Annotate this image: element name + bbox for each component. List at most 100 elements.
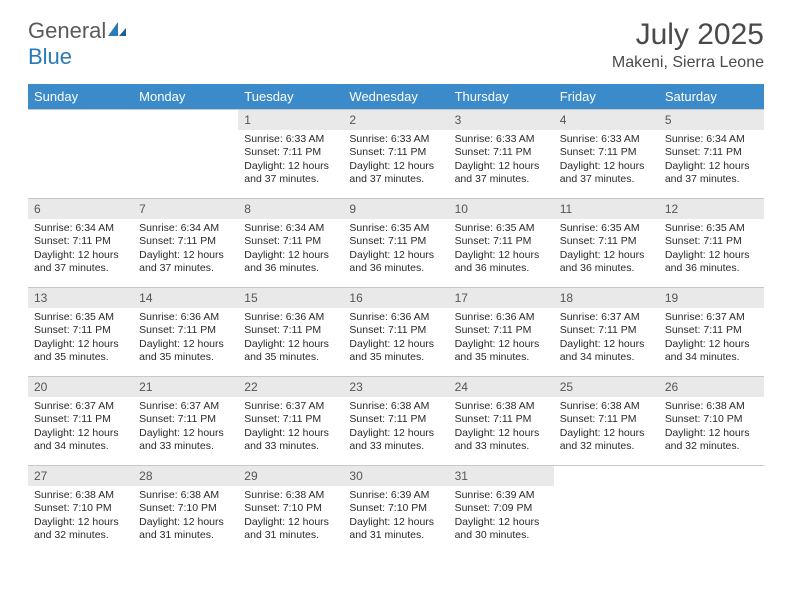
day-number: 15 — [238, 288, 343, 308]
day-number: 20 — [28, 377, 133, 397]
day-details: Sunrise: 6:39 AMSunset: 7:10 PMDaylight:… — [343, 486, 448, 547]
calendar-week: 6Sunrise: 6:34 AMSunset: 7:11 PMDaylight… — [28, 199, 764, 288]
calendar-day: 16Sunrise: 6:36 AMSunset: 7:11 PMDayligh… — [343, 288, 448, 377]
calendar-day: 19Sunrise: 6:37 AMSunset: 7:11 PMDayligh… — [659, 288, 764, 377]
day-number: 16 — [343, 288, 448, 308]
day-details: Sunrise: 6:38 AMSunset: 7:10 PMDaylight:… — [238, 486, 343, 547]
calendar-week: 13Sunrise: 6:35 AMSunset: 7:11 PMDayligh… — [28, 288, 764, 377]
calendar-day: 18Sunrise: 6:37 AMSunset: 7:11 PMDayligh… — [554, 288, 659, 377]
calendar-day: .. — [554, 466, 659, 555]
calendar-day: 11Sunrise: 6:35 AMSunset: 7:11 PMDayligh… — [554, 199, 659, 288]
calendar-day: .. — [28, 110, 133, 199]
calendar-day: 23Sunrise: 6:38 AMSunset: 7:11 PMDayligh… — [343, 377, 448, 466]
calendar-day: 4Sunrise: 6:33 AMSunset: 7:11 PMDaylight… — [554, 110, 659, 199]
calendar-day: 21Sunrise: 6:37 AMSunset: 7:11 PMDayligh… — [133, 377, 238, 466]
calendar-day: 12Sunrise: 6:35 AMSunset: 7:11 PMDayligh… — [659, 199, 764, 288]
day-number: 3 — [449, 110, 554, 130]
calendar-day: 17Sunrise: 6:36 AMSunset: 7:11 PMDayligh… — [449, 288, 554, 377]
logo-text-part2: Blue — [28, 44, 72, 69]
day-number: 9 — [343, 199, 448, 219]
calendar-week: 20Sunrise: 6:37 AMSunset: 7:11 PMDayligh… — [28, 377, 764, 466]
day-details: Sunrise: 6:38 AMSunset: 7:10 PMDaylight:… — [659, 397, 764, 458]
day-details: Sunrise: 6:34 AMSunset: 7:11 PMDaylight:… — [238, 219, 343, 280]
calendar-day: 31Sunrise: 6:39 AMSunset: 7:09 PMDayligh… — [449, 466, 554, 555]
day-details: Sunrise: 6:33 AMSunset: 7:11 PMDaylight:… — [554, 130, 659, 191]
calendar-day: 7Sunrise: 6:34 AMSunset: 7:11 PMDaylight… — [133, 199, 238, 288]
day-number: 19 — [659, 288, 764, 308]
day-details: Sunrise: 6:39 AMSunset: 7:09 PMDaylight:… — [449, 486, 554, 547]
day-number: 29 — [238, 466, 343, 486]
calendar-day: 8Sunrise: 6:34 AMSunset: 7:11 PMDaylight… — [238, 199, 343, 288]
logo: General Blue — [28, 18, 128, 70]
calendar-week: 27Sunrise: 6:38 AMSunset: 7:10 PMDayligh… — [28, 466, 764, 555]
calendar-day: 2Sunrise: 6:33 AMSunset: 7:11 PMDaylight… — [343, 110, 448, 199]
day-details: Sunrise: 6:38 AMSunset: 7:11 PMDaylight:… — [449, 397, 554, 458]
day-number: 27 — [28, 466, 133, 486]
day-number: 6 — [28, 199, 133, 219]
calendar-head: SundayMondayTuesdayWednesdayThursdayFrid… — [28, 84, 764, 110]
calendar-day: 6Sunrise: 6:34 AMSunset: 7:11 PMDaylight… — [28, 199, 133, 288]
day-details: Sunrise: 6:33 AMSunset: 7:11 PMDaylight:… — [238, 130, 343, 191]
day-number: 28 — [133, 466, 238, 486]
day-number: 11 — [554, 199, 659, 219]
weekday-header: Friday — [554, 84, 659, 110]
calendar-day: 1Sunrise: 6:33 AMSunset: 7:11 PMDaylight… — [238, 110, 343, 199]
calendar-day: 30Sunrise: 6:39 AMSunset: 7:10 PMDayligh… — [343, 466, 448, 555]
weekday-header: Saturday — [659, 84, 764, 110]
day-number: 2 — [343, 110, 448, 130]
day-details: Sunrise: 6:37 AMSunset: 7:11 PMDaylight:… — [133, 397, 238, 458]
calendar-day: 28Sunrise: 6:38 AMSunset: 7:10 PMDayligh… — [133, 466, 238, 555]
day-details: Sunrise: 6:37 AMSunset: 7:11 PMDaylight:… — [554, 308, 659, 369]
calendar-day: 29Sunrise: 6:38 AMSunset: 7:10 PMDayligh… — [238, 466, 343, 555]
day-number: 17 — [449, 288, 554, 308]
day-details: Sunrise: 6:34 AMSunset: 7:11 PMDaylight:… — [659, 130, 764, 191]
day-details: Sunrise: 6:35 AMSunset: 7:11 PMDaylight:… — [554, 219, 659, 280]
page-title: July 2025 — [612, 18, 764, 52]
calendar-day: 20Sunrise: 6:37 AMSunset: 7:11 PMDayligh… — [28, 377, 133, 466]
calendar-day: 13Sunrise: 6:35 AMSunset: 7:11 PMDayligh… — [28, 288, 133, 377]
day-number: 31 — [449, 466, 554, 486]
calendar-day: 27Sunrise: 6:38 AMSunset: 7:10 PMDayligh… — [28, 466, 133, 555]
weekday-header: Thursday — [449, 84, 554, 110]
day-number: 12 — [659, 199, 764, 219]
calendar-table: SundayMondayTuesdayWednesdayThursdayFrid… — [28, 84, 764, 554]
calendar-day: 26Sunrise: 6:38 AMSunset: 7:10 PMDayligh… — [659, 377, 764, 466]
day-details: Sunrise: 6:34 AMSunset: 7:11 PMDaylight:… — [133, 219, 238, 280]
weekday-header: Wednesday — [343, 84, 448, 110]
day-number: 24 — [449, 377, 554, 397]
calendar-day: 14Sunrise: 6:36 AMSunset: 7:11 PMDayligh… — [133, 288, 238, 377]
calendar-page: General Blue July 2025 Makeni, Sierra Le… — [0, 0, 792, 572]
calendar-day: 9Sunrise: 6:35 AMSunset: 7:11 PMDaylight… — [343, 199, 448, 288]
calendar-day: 22Sunrise: 6:37 AMSunset: 7:11 PMDayligh… — [238, 377, 343, 466]
day-details: Sunrise: 6:33 AMSunset: 7:11 PMDaylight:… — [449, 130, 554, 191]
day-details: Sunrise: 6:35 AMSunset: 7:11 PMDaylight:… — [659, 219, 764, 280]
day-number: 21 — [133, 377, 238, 397]
day-details: Sunrise: 6:38 AMSunset: 7:11 PMDaylight:… — [554, 397, 659, 458]
weekday-header: Sunday — [28, 84, 133, 110]
day-details: Sunrise: 6:36 AMSunset: 7:11 PMDaylight:… — [238, 308, 343, 369]
day-details: Sunrise: 6:37 AMSunset: 7:11 PMDaylight:… — [659, 308, 764, 369]
calendar-body: ....1Sunrise: 6:33 AMSunset: 7:11 PMDayl… — [28, 110, 764, 555]
title-block: July 2025 Makeni, Sierra Leone — [612, 18, 764, 72]
day-details: Sunrise: 6:38 AMSunset: 7:10 PMDaylight:… — [133, 486, 238, 547]
day-number: 14 — [133, 288, 238, 308]
day-number: 10 — [449, 199, 554, 219]
day-number: 4 — [554, 110, 659, 130]
header: General Blue July 2025 Makeni, Sierra Le… — [28, 18, 764, 72]
day-number: 23 — [343, 377, 448, 397]
day-details: Sunrise: 6:36 AMSunset: 7:11 PMDaylight:… — [133, 308, 238, 369]
day-details: Sunrise: 6:36 AMSunset: 7:11 PMDaylight:… — [343, 308, 448, 369]
day-details: Sunrise: 6:36 AMSunset: 7:11 PMDaylight:… — [449, 308, 554, 369]
location: Makeni, Sierra Leone — [612, 54, 764, 72]
sail-icon — [106, 20, 128, 38]
day-number: 7 — [133, 199, 238, 219]
calendar-day: 25Sunrise: 6:38 AMSunset: 7:11 PMDayligh… — [554, 377, 659, 466]
day-details: Sunrise: 6:37 AMSunset: 7:11 PMDaylight:… — [28, 397, 133, 458]
day-details: Sunrise: 6:34 AMSunset: 7:11 PMDaylight:… — [28, 219, 133, 280]
day-number: 5 — [659, 110, 764, 130]
calendar-day: 24Sunrise: 6:38 AMSunset: 7:11 PMDayligh… — [449, 377, 554, 466]
day-number: 1 — [238, 110, 343, 130]
day-details: Sunrise: 6:38 AMSunset: 7:10 PMDaylight:… — [28, 486, 133, 547]
day-number: 26 — [659, 377, 764, 397]
weekday-header: Monday — [133, 84, 238, 110]
